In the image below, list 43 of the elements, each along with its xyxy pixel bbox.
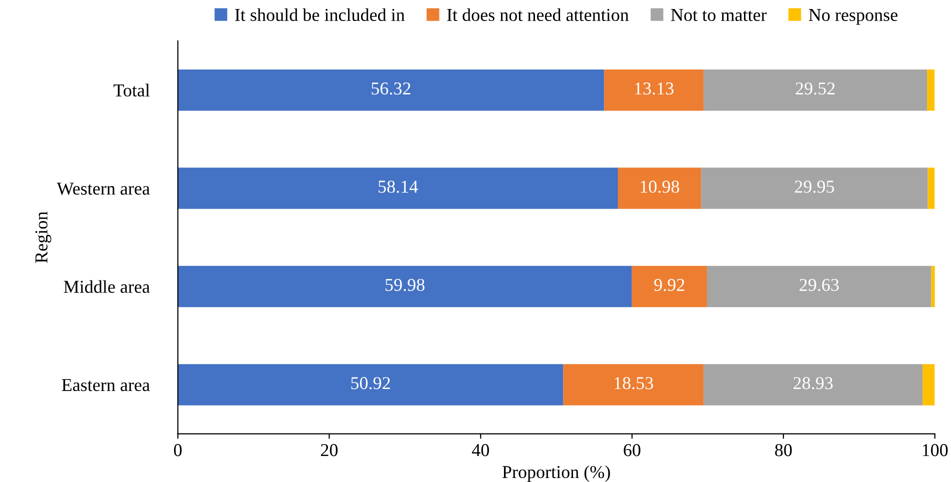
data-label: 29.95 [794,180,834,193]
legend-label: It does not need attention [447,8,629,22]
bar [704,364,923,406]
data-label: 13.13 [635,82,674,95]
bar [704,69,928,111]
x-tick-label: 20 [321,444,338,456]
y-axis-title: Region [35,212,52,263]
bar [618,168,702,209]
bar [178,364,564,406]
data-label: 59.98 [386,278,424,292]
x-axis-title: Proportion (%) [502,465,610,482]
y-tick-label: Western area [56,182,150,195]
x-tick-label: 60 [624,444,640,456]
legend-label: Not to matter [671,9,767,22]
bar [604,69,704,111]
data-label: 50.92 [351,377,390,390]
y-tick-label: Eastern area [62,379,150,392]
legend-label: No response [808,9,898,25]
data-label: 18.53 [614,377,654,390]
bar [178,69,604,111]
data-label: 56.32 [372,82,410,95]
y-tick-label: Middle area [64,280,150,293]
x-tick-label: 0 [174,444,182,456]
bar [701,168,928,209]
data-label: 9.92 [654,278,684,292]
data-label: 28.93 [794,377,833,390]
x-tick-label: 80 [775,444,792,456]
bar [927,69,935,111]
bar [632,266,707,308]
bar [178,168,618,209]
data-label: 29.52 [796,82,835,95]
data-label: 58.14 [378,180,418,193]
data-label: 29.63 [800,278,839,292]
bar [563,364,704,406]
x-tick-label: 100 [922,444,948,456]
bar [922,364,935,406]
y-tick-label: Total [114,84,150,97]
bar [928,168,935,209]
legend-label: It should be included in [235,8,405,22]
data-label: 10.98 [640,180,680,193]
bar [706,266,932,308]
x-tick-label: 40 [472,444,489,456]
bar [178,266,632,308]
